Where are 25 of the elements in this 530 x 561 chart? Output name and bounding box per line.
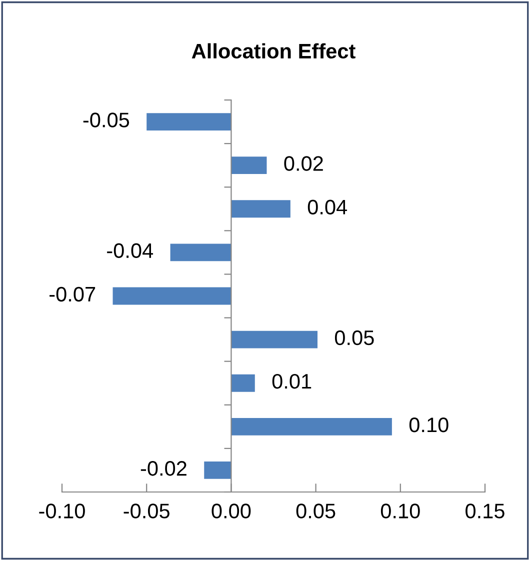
x-tick-label: 0.10 (380, 504, 420, 518)
x-tick-label: 0.00 (212, 504, 251, 518)
bar (231, 330, 318, 348)
data-label: 0.10 (409, 418, 448, 432)
bar (170, 244, 232, 262)
data-label: 0.02 (284, 156, 323, 171)
data-label: 0.04 (308, 200, 348, 214)
data-label: -0.07 (50, 286, 96, 302)
data-label: -0.04 (107, 243, 154, 258)
x-tick-label: -0.05 (124, 504, 170, 518)
x-tick-label: 0.05 (296, 504, 336, 518)
data-label: -0.02 (140, 461, 186, 476)
data-label: 0.01 (272, 374, 312, 389)
bar (146, 113, 232, 130)
x-tick-label: -0.10 (39, 504, 85, 518)
bar (231, 200, 290, 218)
bar (204, 462, 232, 479)
data-label: 0.05 (334, 330, 374, 346)
bar (231, 418, 392, 436)
bar (231, 156, 267, 174)
data-label: -0.05 (83, 112, 130, 128)
chart-title: Allocation Effect (192, 43, 356, 59)
bar (112, 287, 232, 305)
bar (231, 374, 255, 392)
x-tick-label: 0.15 (466, 504, 504, 518)
